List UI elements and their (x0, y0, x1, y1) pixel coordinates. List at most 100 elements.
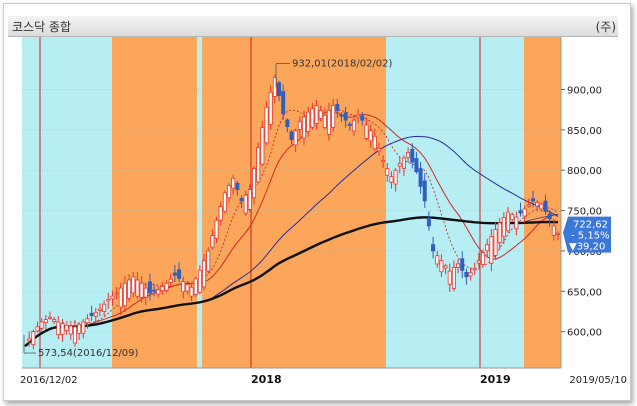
candle-body-120 (522, 208, 527, 217)
candle-body-99 (435, 255, 440, 265)
candle-body-54 (247, 189, 252, 210)
candle-body-56 (256, 147, 261, 183)
annotations: 932,01(2018/02/02) 573,54(2016/12/09) (23, 59, 393, 359)
candle-body-41 (193, 278, 198, 295)
candle-body-84 (372, 135, 377, 150)
candle-body-43 (202, 260, 207, 288)
candle-body-61 (277, 82, 282, 96)
candle-body-86 (381, 160, 386, 163)
candle-body-96 (422, 180, 427, 202)
candle-body-44 (206, 250, 211, 272)
candle-body-94 (414, 158, 419, 173)
x-year-label-2018: 2018 (251, 373, 282, 386)
candle-body-22 (114, 292, 119, 295)
candle-body-107 (468, 272, 473, 277)
last-price-change: ▼39,20 (569, 242, 605, 253)
price-tick-label-5: 650,00 (567, 287, 602, 298)
price-tick-label-1: 850,00 (567, 126, 602, 137)
candle-body-95 (418, 168, 423, 187)
candle-body-102 (447, 270, 452, 285)
candle-body-36 (172, 272, 177, 276)
candle-body-97 (426, 217, 431, 227)
candle-body-39 (185, 284, 190, 292)
candle-body-42 (197, 269, 202, 293)
candle-body-69 (310, 108, 315, 128)
candle-body-72 (322, 114, 327, 129)
candle-body-48 (222, 192, 227, 212)
candle-body-24 (122, 282, 127, 307)
candle-body-53 (243, 194, 248, 214)
candle-body-83 (368, 130, 373, 142)
candle-body-81 (360, 115, 365, 121)
band-blue-0 (22, 37, 112, 368)
candle-body-5 (43, 319, 48, 323)
candle-body-63 (285, 119, 290, 128)
candle-body-113 (493, 229, 498, 256)
candle-body-49 (227, 185, 232, 199)
candle-body-101 (443, 265, 448, 269)
candle-body-37 (177, 269, 182, 279)
ma-20-line (24, 110, 559, 347)
candle-body-104 (456, 263, 461, 268)
candle-body-125 (543, 200, 548, 212)
candle-body-109 (476, 260, 481, 264)
candle-body-71 (318, 110, 323, 119)
candle-body-40 (189, 286, 194, 297)
candle-body-76 (339, 114, 344, 117)
candle-body-75 (335, 103, 340, 111)
candle-body-25 (127, 279, 132, 299)
candle-body-105 (460, 258, 465, 271)
chart-unit: (주) (595, 20, 616, 34)
candle-body-60 (272, 76, 277, 97)
x-start-label: 2016/12/02 (20, 375, 78, 386)
candle-body-64 (289, 131, 294, 140)
candle-body-68 (306, 111, 311, 132)
candle-body-112 (489, 236, 494, 264)
candle-body-46 (214, 219, 219, 239)
candle-body-50 (231, 177, 236, 189)
candle-body-92 (406, 152, 411, 159)
candle-body-80 (356, 114, 361, 118)
last-price-value: 722,62 (573, 220, 608, 231)
candle-body-117 (510, 214, 515, 221)
candle-body-57 (260, 127, 265, 165)
candle-body-15 (85, 318, 90, 324)
candle-body-6 (47, 316, 52, 319)
ma-5-line (24, 109, 559, 347)
band-orange-1 (112, 37, 197, 368)
candle-body-126 (547, 213, 552, 220)
candle-body-21 (110, 295, 115, 300)
candle-body-4 (39, 321, 44, 329)
price-tick-label-6: 600,00 (567, 328, 602, 339)
candle-body-62 (281, 91, 286, 115)
candle-body-12 (72, 326, 77, 344)
candle-body-52 (239, 198, 244, 202)
candle-body-33 (160, 286, 165, 292)
candle-body-35 (168, 278, 173, 283)
candle-body-70 (314, 105, 319, 124)
candle-body-122 (531, 198, 536, 202)
candle-body-9 (60, 323, 65, 335)
candle-body-2 (31, 331, 36, 346)
candle-body-100 (439, 260, 444, 273)
candle-body-31 (152, 289, 157, 292)
chart-title: 코스닥 종합 (12, 20, 72, 34)
candle-body-67 (301, 116, 306, 139)
candle-body-114 (497, 222, 502, 243)
candle-body-30 (147, 281, 152, 294)
candle-body-128 (556, 232, 561, 235)
last-price-box (563, 216, 611, 253)
candle-body-108 (472, 268, 477, 271)
candle-body-118 (514, 216, 519, 230)
price-tick-label-2: 800,00 (567, 166, 602, 177)
candle-body-51 (235, 182, 240, 190)
candle-body-77 (343, 112, 348, 121)
candle-body-27 (135, 279, 140, 297)
candle-body-103 (451, 267, 456, 289)
candle-body-65 (293, 130, 298, 146)
candle-body-119 (518, 210, 523, 214)
candle-body-124 (539, 203, 544, 210)
candle-body-59 (268, 91, 273, 125)
moving-averages (24, 109, 559, 348)
candle-body-38 (181, 281, 186, 293)
